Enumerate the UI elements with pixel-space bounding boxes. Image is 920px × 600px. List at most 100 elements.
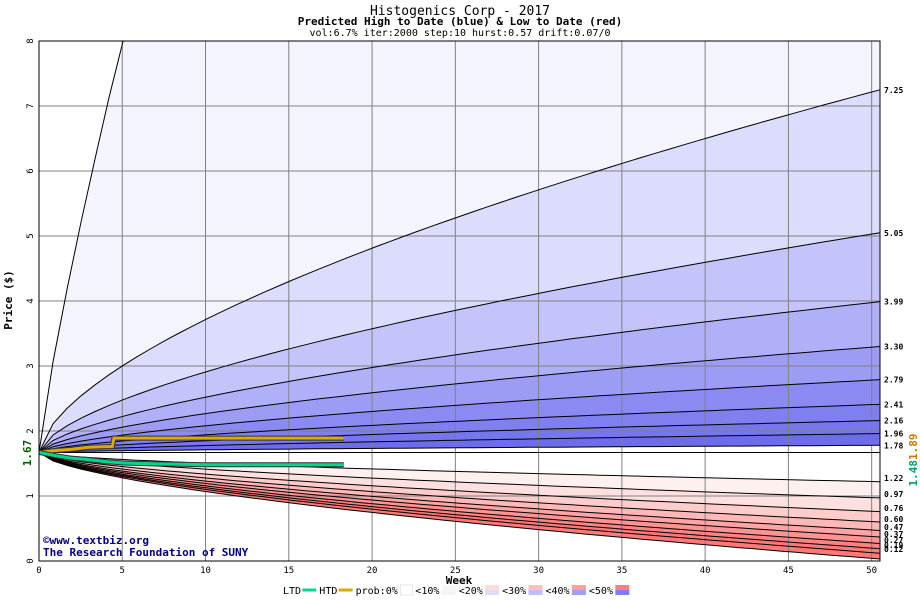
ltd-series-line (38, 450, 344, 467)
high-end-label-1: 7.25 (884, 86, 903, 95)
legend-item-2: prob:0% (356, 584, 413, 597)
legend-swatch-red-5 (528, 585, 543, 590)
high-curve-3 (38, 301, 881, 453)
x-axis-label: Week (446, 574, 473, 587)
y-tick-3: 3 (26, 363, 36, 368)
low-end-label-8: 0.12 (884, 545, 903, 554)
right-axis-label-ltd: 1.48 (907, 460, 920, 487)
legend-swatch-blue-7 (615, 590, 630, 595)
chart-title: Histogenics Corp - 2017 (370, 4, 550, 19)
legend-item-3: <10% (415, 585, 456, 597)
low-band-1 (39, 452, 880, 512)
low-curve-6 (38, 451, 881, 544)
y-tick-8: 8 (26, 38, 36, 43)
x-tick-4: 20 (367, 566, 378, 576)
x-tick-8: 40 (700, 566, 711, 576)
legend-item-0: LTD (283, 586, 317, 597)
x-tick-0: 0 (36, 566, 41, 576)
low-band-0 (39, 452, 880, 498)
x-tick-10: 50 (866, 566, 877, 576)
y-tick-4: 4 (26, 298, 36, 303)
high-band-1 (39, 89, 880, 453)
high-curve-7 (38, 420, 881, 453)
x-tick-3: 15 (283, 566, 294, 576)
chart-subtitle: Predicted High to Date (blue) & Low to D… (298, 15, 623, 28)
legend-label-5: <30% (502, 586, 526, 597)
y-tick-6: 6 (26, 168, 36, 173)
y-tick-7: 7 (26, 103, 36, 108)
x-tick-7: 35 (616, 566, 627, 576)
low-end-label-4: 0.47 (884, 523, 903, 532)
low-end-label-7: 0.19 (884, 541, 903, 550)
legend-item-5: <30% (502, 585, 543, 597)
high-end-label-5: 2.79 (884, 376, 903, 385)
legend-label-2: prob:0% (356, 586, 398, 597)
low-curve-3 (38, 451, 881, 523)
high-curve-4 (38, 346, 881, 453)
legend-label-0: LTD (283, 586, 301, 597)
center-band-low (39, 452, 880, 482)
legend-item-4: <20% (459, 585, 500, 597)
legend-item-7: <50% (589, 585, 630, 597)
high-end-label-2: 5.05 (884, 229, 903, 238)
y-tick-2: 2 (26, 428, 36, 433)
x-tick-6: 30 (533, 566, 544, 576)
y-tick-0: 0 (26, 558, 36, 563)
y-axis-label: Price ($) (2, 270, 15, 330)
credit-line-1: ©www.textbiz.org (43, 534, 149, 547)
high-band-2 (39, 232, 880, 453)
high-end-label-7: 2.16 (884, 417, 903, 426)
legend-swatch-red-6 (571, 585, 586, 590)
legend-label-1: HTD (319, 586, 337, 597)
low-end-label-1: 0.97 (884, 490, 903, 499)
htd-ltd-series (38, 435, 344, 468)
legend-item-6: <40% (546, 585, 586, 597)
high-end-label-3: 3.99 (884, 298, 903, 307)
high-curve-9 (38, 444, 881, 453)
high-curve-1 (38, 89, 881, 453)
legend-swatch-blue-5 (528, 590, 543, 595)
high-band-4 (39, 346, 880, 453)
y-tick-1: 1 (26, 493, 36, 498)
x-tick-2: 10 (200, 566, 211, 576)
credit-line-2: The Research Foundation of SUNY (43, 546, 249, 559)
legend-label-7: <50% (589, 586, 613, 597)
low-curve-1 (38, 451, 881, 499)
x-tick-5: 25 (450, 566, 461, 576)
high-curve-8 (38, 433, 881, 453)
low-band-7 (39, 452, 880, 554)
high-band-6 (39, 404, 880, 453)
high-band-5 (39, 379, 880, 453)
low-end-label-6: 0.27 (884, 536, 903, 545)
low-curve-4 (38, 451, 881, 531)
low-end-label-2: 0.76 (884, 504, 903, 513)
high-curve-2 (38, 232, 881, 453)
low-curve-9 (38, 451, 881, 560)
x-tick-9: 45 (783, 566, 794, 576)
htd-series-line (38, 436, 344, 454)
legend-swatch-2 (400, 584, 413, 596)
legend-swatch-blue-6 (571, 590, 586, 595)
center-band-high (39, 445, 880, 453)
right-axis-label-htd: 1.89 (907, 434, 920, 461)
legend-swatch-red-7 (615, 585, 630, 590)
legend-swatch-red-3 (441, 585, 456, 590)
low-band-8 (39, 452, 880, 559)
low-curve-8 (38, 451, 881, 554)
high-band-8 (39, 433, 880, 453)
high-end-label-6: 2.41 (884, 400, 903, 409)
current-price-label: 1.67 (21, 440, 34, 467)
legend-item-1: HTD (319, 586, 353, 597)
legend-swatch-blue-4 (485, 590, 500, 595)
high-band-3 (39, 301, 880, 453)
legend: LTD HTD prob:0% <10% <20% <30% <40% <50% (283, 584, 630, 597)
low-curve-7 (38, 451, 881, 550)
high-band-0 (39, 41, 880, 453)
high-end-label-4: 3.30 (884, 343, 903, 352)
end-labels: 7.25 5.05 3.99 3.30 2.79 2.41 2.16 1.96 1.78 1.22… (884, 86, 903, 554)
legend-label-4: <20% (459, 586, 483, 597)
legend-swatch-blue-3 (441, 590, 456, 595)
chart-params: vol:6.7% iter:2000 step:10 hurst:0.57 dr… (309, 28, 610, 39)
high-end-label-8: 1.96 (884, 430, 903, 439)
